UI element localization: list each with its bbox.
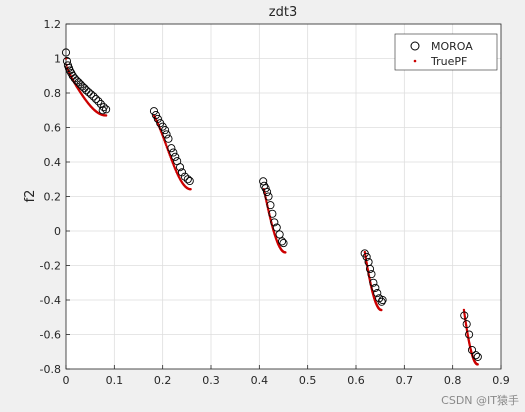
moroa-point [362, 252, 371, 261]
moroa-point [277, 237, 287, 246]
moroa-point [87, 90, 96, 99]
moroa-point [373, 289, 382, 298]
moroa-point [377, 297, 386, 306]
y-tick-label: 1 [54, 53, 61, 66]
moroa-point [102, 105, 111, 114]
moroa-point [268, 209, 277, 218]
truepf-point [189, 188, 192, 191]
x-tick-label: 0.9 [492, 374, 510, 387]
legend-moroa-marker [410, 41, 420, 51]
legend: MOROA TruePF [394, 33, 498, 71]
moroa-point [96, 99, 105, 109]
truepf-point [104, 114, 108, 117]
moroa-point [367, 270, 376, 279]
moroa-point [365, 264, 375, 274]
moroa-point [89, 92, 98, 101]
moroa-point [460, 311, 469, 320]
moroa-point [91, 94, 101, 104]
moroa-point [82, 86, 91, 95]
moroa-point [473, 352, 482, 361]
moroa-point [177, 168, 187, 177]
y-tick-label: 0.4 [44, 156, 62, 169]
moroa-point [467, 345, 477, 355]
y-tick-label: 0.8 [44, 87, 62, 100]
moroa-point [176, 163, 185, 172]
moroa-point [261, 184, 270, 193]
moroa-point [371, 283, 380, 292]
moroa-point [180, 172, 189, 181]
moroa-point [162, 130, 171, 139]
watermark: CSDN @IT猿手 [441, 394, 519, 407]
y-tick-label: -0.4 [40, 294, 61, 307]
moroa-point [167, 144, 176, 153]
y-tick-label: 1.2 [44, 18, 62, 31]
moroa-point [84, 88, 93, 97]
moroa-point [149, 107, 159, 116]
x-tick-label: 0.4 [251, 374, 269, 387]
moroa-point [164, 134, 173, 143]
x-tick-label: 0.7 [396, 374, 414, 387]
x-tick-label: 0.1 [106, 374, 124, 387]
moroa-point [369, 278, 378, 287]
moroa-point [61, 48, 71, 57]
moroa-point [185, 176, 194, 186]
moroa-point [462, 320, 471, 329]
y-tick-label: 0.6 [44, 122, 62, 135]
moroa-point [153, 114, 162, 123]
legend-truepf-label: TruePF [430, 55, 467, 68]
legend-truepf-marker [413, 59, 417, 63]
y-tick-label: 0.2 [44, 191, 62, 204]
moroa-series [61, 48, 482, 361]
moroa-point [259, 177, 268, 186]
moroa-point [275, 230, 284, 239]
moroa-point [263, 187, 272, 197]
moroa-point [270, 218, 279, 227]
moroa-point [99, 103, 108, 112]
moroa-point [183, 175, 192, 184]
moroa-point [151, 111, 160, 120]
chart-title: zdt3 [269, 5, 297, 20]
chart-figure: 0 0.1 0.2 0.3 0.4 0.5 0.6 0.7 0.8 0.9 -0.8 -0.6 -0.4… [23, 5, 510, 387]
moroa-point [161, 126, 170, 135]
x-tick-label: 0.2 [154, 374, 172, 387]
y-tick-label: -0.8 [40, 363, 61, 376]
y-tick-label: 0 [54, 225, 61, 238]
moroa-point [378, 295, 387, 305]
x-tick-label: 0.8 [444, 374, 462, 387]
moroa-point [94, 97, 103, 106]
moroa-point [98, 106, 107, 115]
moroa-point [171, 152, 180, 161]
ticks: 0 0.1 0.2 0.3 0.4 0.5 0.6 0.7 0.8 0.9 -0.8 -0.6 -0.4… [40, 18, 510, 387]
moroa-point [266, 201, 275, 210]
truepf-point [380, 308, 383, 312]
moroa-point [471, 351, 480, 360]
x-tick-label: 0.6 [347, 374, 365, 387]
x-tick-label: 0.5 [299, 374, 317, 387]
moroa-point [68, 71, 77, 80]
y-tick-label: -0.6 [40, 329, 61, 342]
moroa-point [264, 192, 273, 201]
y-axis-label: f2 [23, 190, 38, 203]
moroa-point [279, 239, 288, 248]
x-tick-label: 0.3 [202, 374, 220, 387]
moroa-point [80, 84, 89, 93]
y-tick-label: -0.2 [40, 260, 61, 273]
truepf-point [476, 363, 479, 366]
moroa-point [465, 330, 474, 339]
legend-box [394, 33, 498, 71]
truepf-point [284, 251, 287, 254]
legend-moroa-label: MOROA [431, 40, 473, 53]
moroa-point [169, 148, 178, 157]
moroa-point [272, 223, 281, 232]
x-tick-label: 0 [63, 374, 70, 387]
